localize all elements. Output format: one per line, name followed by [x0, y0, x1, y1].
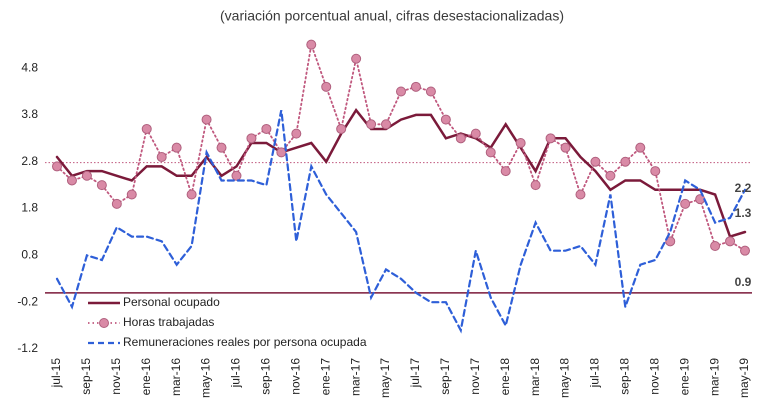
x-tick-label: jul-17 [408, 358, 422, 389]
marker [590, 156, 601, 167]
marker [261, 123, 272, 134]
x-tick-label: nov-17 [468, 358, 482, 395]
marker [156, 152, 167, 163]
marker [81, 170, 92, 181]
legend-label: Horas trabajadas [123, 315, 214, 329]
marker [425, 86, 436, 97]
x-tick-label: may-16 [199, 358, 213, 398]
x-tick-label: nov-18 [647, 358, 661, 395]
legend-marker [99, 318, 109, 328]
legend-label: Remuneraciones reales por persona ocupad… [123, 335, 367, 349]
x-tick-label: mar-17 [348, 358, 362, 396]
marker [575, 189, 586, 200]
marker [560, 142, 571, 153]
marker [396, 86, 406, 97]
marker [246, 133, 257, 144]
marker [665, 236, 676, 247]
x-tick-label: sep-16 [259, 358, 273, 395]
x-tick-label: mar-18 [528, 358, 542, 396]
x-tick-label: ene-18 [498, 358, 512, 396]
x-tick-label: sep-17 [438, 358, 452, 395]
marker [66, 175, 77, 186]
legend-label: Personal ocupado [123, 295, 220, 309]
x-tick-label: jul-15 [49, 358, 63, 389]
marker [186, 189, 197, 200]
x-tick-label: jul-18 [588, 358, 602, 389]
x-tick-label: jul-16 [229, 358, 243, 389]
marker [141, 123, 152, 134]
marker [515, 138, 526, 148]
marker [216, 142, 227, 153]
data-label: 0.9 [735, 275, 752, 289]
marker [680, 198, 691, 209]
y-tick-label: 0.8 [21, 248, 38, 262]
marker [440, 114, 451, 125]
data-label: 1.3 [735, 206, 752, 220]
x-tick-label: ene-19 [677, 358, 691, 396]
marker [530, 180, 541, 191]
series-line [55, 108, 747, 239]
y-tick-label: 1.8 [21, 201, 38, 215]
x-tick-label: mar-16 [169, 358, 183, 396]
marker [410, 81, 421, 92]
series-line [55, 109, 747, 334]
marker [336, 123, 347, 134]
marker [545, 133, 556, 144]
marker [52, 161, 62, 172]
marker [291, 128, 302, 139]
chart-title: (variación porcentual anual, cifras dese… [220, 8, 564, 24]
data-label: 2.2 [735, 181, 752, 195]
marker [470, 128, 481, 139]
x-tick-label: nov-16 [288, 358, 302, 395]
marker [276, 147, 287, 158]
marker [740, 245, 750, 256]
marker [111, 198, 122, 209]
y-tick-label: -0.2 [17, 294, 38, 308]
x-tick-label: sep-18 [618, 358, 632, 395]
marker [201, 114, 212, 125]
marker [306, 39, 317, 50]
marker [455, 133, 466, 144]
x-tick-label: ene-17 [318, 358, 332, 396]
marker [710, 241, 721, 251]
marker [351, 53, 362, 64]
y-tick-label: -1.2 [17, 341, 38, 355]
x-tick-label: may-19 [737, 358, 751, 398]
marker [171, 142, 182, 153]
series-line [56, 41, 746, 252]
marker [500, 166, 511, 177]
marker [321, 81, 332, 92]
marker [635, 142, 646, 153]
marker [725, 236, 736, 247]
y-tick-label: 2.8 [21, 154, 38, 168]
x-tick-label: mar-19 [707, 358, 721, 396]
y-tick-label: 4.8 [21, 60, 38, 74]
marker [650, 166, 661, 177]
x-tick-label: ene-16 [139, 358, 153, 396]
marker [381, 119, 392, 130]
x-tick-label: nov-15 [109, 358, 123, 395]
x-tick-label: may-18 [558, 358, 572, 398]
y-tick-label: 3.8 [21, 107, 38, 121]
marker [620, 156, 631, 167]
marker [96, 180, 107, 191]
marker [485, 147, 496, 158]
marker [605, 170, 616, 181]
x-tick-label: may-17 [378, 358, 392, 398]
marker [231, 170, 242, 181]
marker [126, 189, 137, 200]
x-tick-label: sep-15 [79, 358, 93, 395]
marker [366, 119, 377, 130]
